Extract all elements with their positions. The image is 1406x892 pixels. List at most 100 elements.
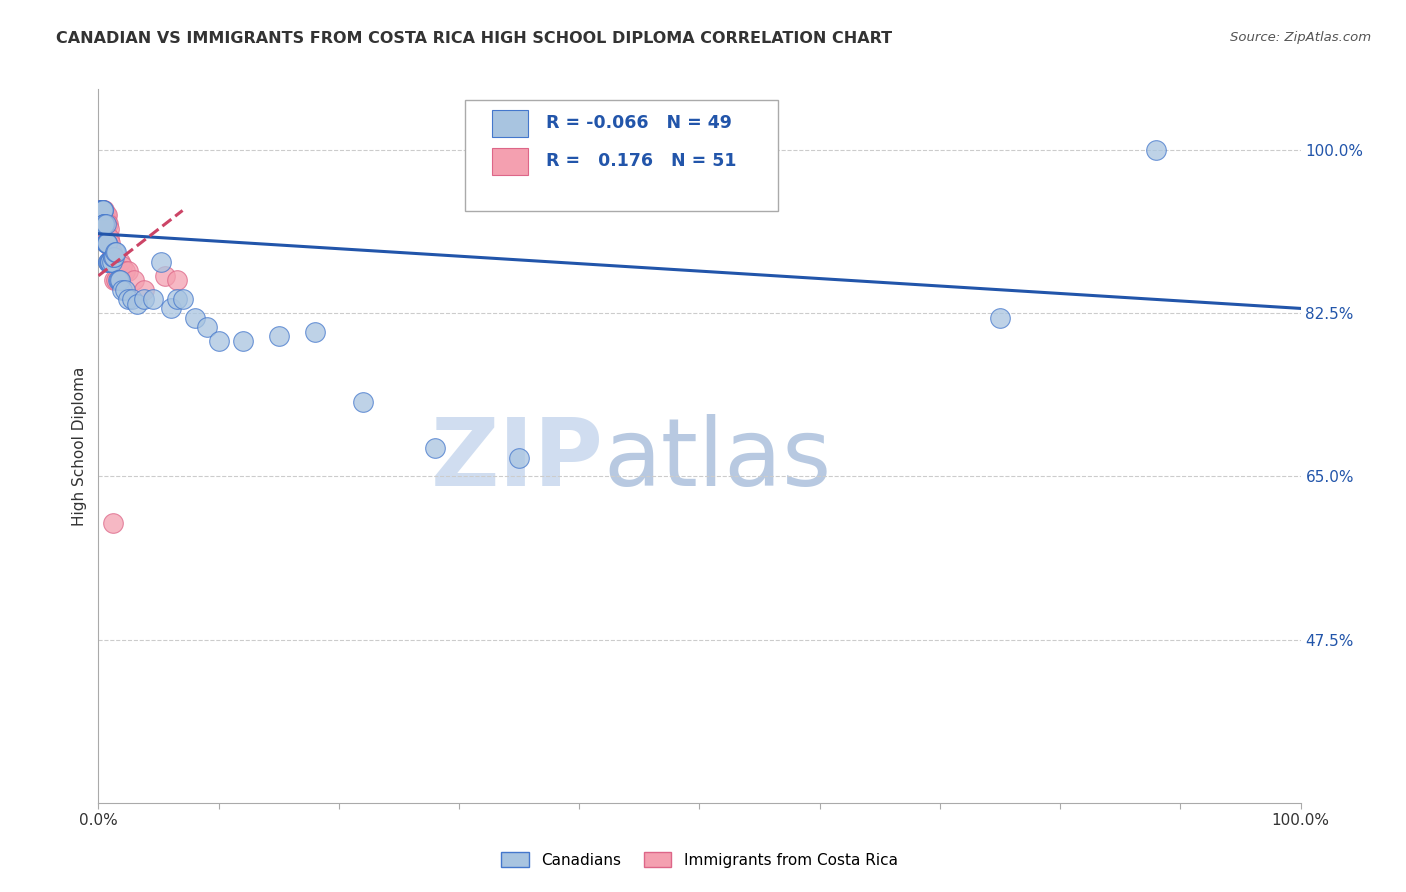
- Point: [104, 245, 127, 260]
- Point: [304, 325, 326, 339]
- Point: [141, 292, 163, 306]
- Point: [91, 203, 114, 218]
- Point: [352, 394, 374, 409]
- Point: [96, 231, 118, 245]
- Text: atlas: atlas: [603, 414, 831, 507]
- Point: [90, 203, 112, 218]
- Point: [91, 218, 114, 232]
- Point: [89, 208, 111, 222]
- Point: [94, 212, 117, 227]
- Point: [93, 208, 115, 222]
- Point: [988, 310, 1011, 325]
- Text: R = -0.066   N = 49: R = -0.066 N = 49: [546, 114, 731, 132]
- Point: [100, 254, 122, 268]
- Point: [91, 203, 114, 218]
- Point: [93, 222, 115, 236]
- Text: ZIP: ZIP: [430, 414, 603, 507]
- Text: R =   0.176   N = 51: R = 0.176 N = 51: [546, 153, 737, 170]
- Point: [132, 283, 155, 297]
- Point: [94, 208, 117, 222]
- Point: [105, 273, 128, 287]
- Point: [100, 245, 122, 260]
- Point: [91, 203, 114, 218]
- Point: [101, 250, 124, 264]
- Point: [94, 231, 117, 245]
- Point: [89, 218, 111, 232]
- Point: [103, 250, 125, 264]
- Point: [117, 264, 139, 278]
- Point: [183, 310, 205, 325]
- Point: [149, 254, 172, 268]
- Point: [121, 292, 143, 306]
- Point: [111, 283, 134, 297]
- Point: [91, 212, 114, 227]
- Point: [105, 245, 128, 260]
- Point: [125, 297, 148, 311]
- Point: [97, 254, 120, 268]
- Point: [208, 334, 231, 348]
- Point: [94, 218, 117, 232]
- Point: [108, 273, 131, 287]
- Point: [166, 292, 188, 306]
- Bar: [492, 148, 527, 175]
- Point: [114, 283, 136, 297]
- Point: [96, 236, 118, 251]
- Point: [91, 203, 114, 218]
- Point: [100, 254, 122, 268]
- Text: CANADIAN VS IMMIGRANTS FROM COSTA RICA HIGH SCHOOL DIPLOMA CORRELATION CHART: CANADIAN VS IMMIGRANTS FROM COSTA RICA H…: [56, 31, 893, 46]
- Point: [94, 218, 117, 232]
- Point: [91, 208, 114, 222]
- Point: [267, 329, 290, 343]
- Point: [90, 222, 112, 236]
- Point: [97, 236, 120, 251]
- Point: [90, 227, 112, 241]
- Point: [94, 236, 117, 251]
- Point: [93, 227, 115, 241]
- Point: [94, 227, 117, 241]
- FancyBboxPatch shape: [465, 100, 778, 211]
- Point: [101, 250, 124, 264]
- Point: [91, 222, 114, 236]
- Point: [89, 212, 111, 227]
- Point: [159, 301, 181, 316]
- Point: [91, 212, 114, 227]
- Point: [172, 292, 194, 306]
- Y-axis label: High School Diploma: High School Diploma: [72, 367, 87, 525]
- Point: [1144, 143, 1167, 157]
- Point: [96, 236, 118, 251]
- Point: [508, 450, 530, 465]
- Point: [232, 334, 254, 348]
- Point: [94, 236, 117, 251]
- Point: [93, 218, 115, 232]
- Text: Source: ZipAtlas.com: Source: ZipAtlas.com: [1230, 31, 1371, 45]
- Point: [101, 516, 124, 530]
- Point: [90, 208, 112, 222]
- Point: [132, 292, 155, 306]
- Point: [195, 320, 218, 334]
- Point: [96, 208, 118, 222]
- Point: [98, 254, 121, 268]
- Point: [100, 236, 122, 251]
- Point: [111, 260, 134, 274]
- Point: [93, 203, 115, 218]
- Point: [98, 222, 121, 236]
- Point: [96, 227, 118, 241]
- Point: [97, 254, 120, 268]
- Point: [91, 208, 114, 222]
- Point: [108, 273, 131, 287]
- Point: [114, 264, 136, 278]
- Bar: [492, 110, 527, 137]
- Point: [423, 442, 446, 456]
- Point: [89, 203, 111, 218]
- Point: [91, 218, 114, 232]
- Point: [96, 218, 118, 232]
- Point: [100, 254, 122, 268]
- Point: [90, 212, 112, 227]
- Point: [91, 227, 114, 241]
- Point: [107, 273, 129, 287]
- Point: [153, 268, 176, 283]
- Point: [93, 218, 115, 232]
- Legend: Canadians, Immigrants from Costa Rica: Canadians, Immigrants from Costa Rica: [495, 846, 904, 873]
- Point: [103, 273, 125, 287]
- Point: [91, 203, 114, 218]
